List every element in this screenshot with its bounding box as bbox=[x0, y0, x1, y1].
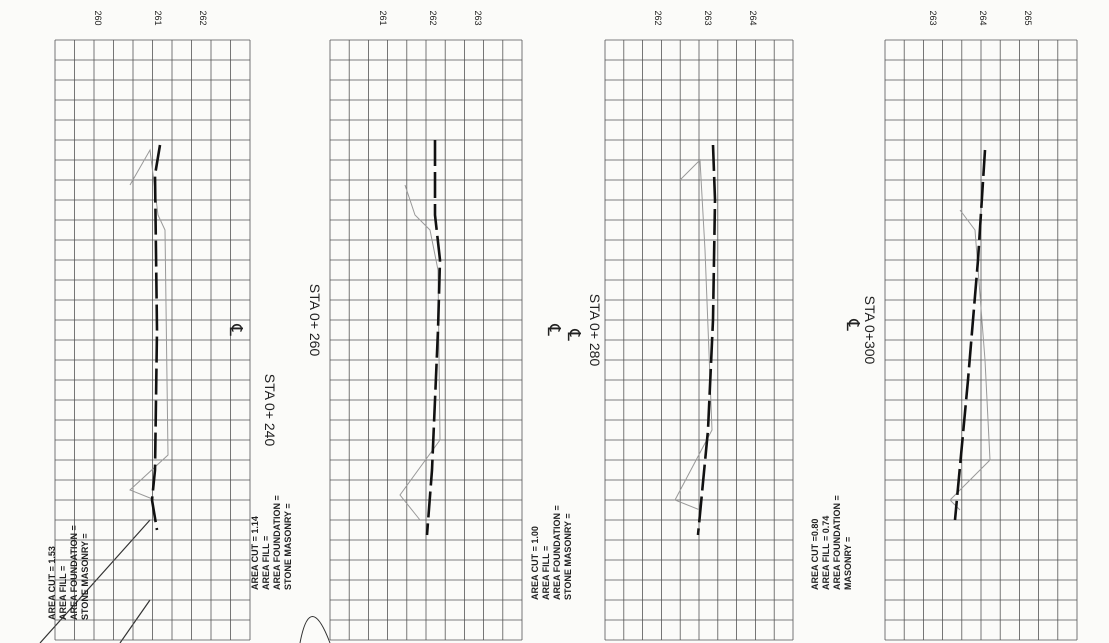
area-note: AREA FOUNDATION = bbox=[272, 495, 282, 590]
pen-mark bbox=[39, 519, 151, 643]
elevation-label: 262 bbox=[428, 10, 438, 25]
elevation-label: 261 bbox=[378, 10, 388, 25]
elevation-label: 264 bbox=[978, 10, 988, 25]
area-note: AREA FILL = 0.74 bbox=[821, 516, 831, 590]
design-profile-line bbox=[696, 144, 717, 536]
centerline-symbol: ℄ bbox=[544, 323, 564, 336]
design-profile-line bbox=[425, 140, 442, 536]
elevation-label: 262 bbox=[653, 10, 663, 25]
area-note: STONE MASONRY = bbox=[563, 513, 573, 600]
area-note: STONE MASONRY = bbox=[283, 503, 293, 590]
elevation-label: 261 bbox=[153, 10, 163, 25]
design-profile-line bbox=[150, 144, 162, 531]
centerline-symbol: ℄ bbox=[226, 323, 246, 336]
original-ground-line bbox=[949, 209, 991, 511]
area-note: AREA FILL = bbox=[541, 546, 551, 600]
area-note: STONE MASONRY = bbox=[80, 533, 90, 620]
elevation-label: 260 bbox=[93, 10, 103, 25]
area-note: MASONRY = bbox=[843, 537, 853, 590]
centerline-symbol: ℄ bbox=[564, 328, 584, 341]
area-note: AREA FOUNDATION = bbox=[69, 525, 79, 620]
area-note: AREA CUT = 1.53 bbox=[47, 546, 57, 620]
design-profile-line bbox=[953, 149, 987, 521]
area-note: AREA FOUNDATION = bbox=[552, 505, 562, 600]
original-ground-line bbox=[129, 148, 169, 501]
elevation-label: 263 bbox=[703, 10, 713, 25]
centerline-symbol: ℄ bbox=[843, 318, 863, 331]
station-label: STA 0+ 240 bbox=[262, 374, 278, 447]
area-note: AREA CUT = 1.00 bbox=[530, 526, 540, 600]
station-label: STA 0+300 bbox=[862, 296, 878, 365]
area-note: AREA FILL = bbox=[58, 566, 68, 620]
elevation-label: 264 bbox=[748, 10, 758, 25]
original-ground-line bbox=[674, 158, 713, 511]
station-label: STA 0+ 260 bbox=[307, 284, 323, 357]
pen-mark bbox=[299, 616, 331, 643]
area-note: AREA FOUNDATION = bbox=[832, 495, 842, 590]
area-note: AREA FILL = bbox=[261, 536, 271, 590]
elevation-label: 265 bbox=[1023, 10, 1033, 25]
elevation-label: 263 bbox=[473, 10, 483, 25]
area-note: AREA CUT = 1.14 bbox=[250, 516, 260, 590]
elevation-label: 262 bbox=[198, 10, 208, 25]
elevation-label: 263 bbox=[928, 10, 938, 25]
area-note: AREA CUT =0.80 bbox=[810, 519, 820, 590]
station-label: STA 0+ 280 bbox=[587, 294, 603, 367]
original-ground-line bbox=[399, 184, 441, 521]
